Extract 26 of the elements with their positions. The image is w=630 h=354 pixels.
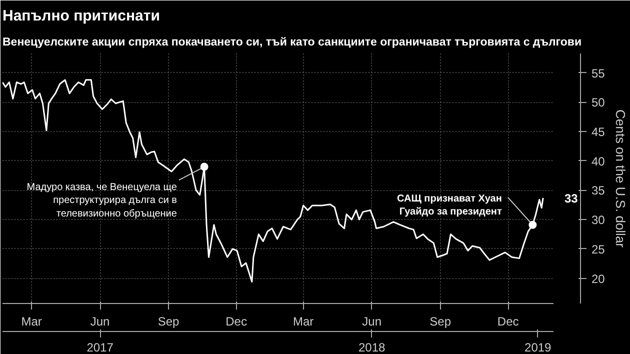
x2-tick-label: 2019 [524, 340, 552, 354]
chart-subtitle: Венецуелските акции спряха покачването си, тъй като санкциите ограничават търговията с дългови [2, 36, 582, 48]
x-tick-label: Sep [430, 314, 452, 328]
annotation: Мадуро казва, че Венецуела ще преструктурира дълга си в телевизионно обръщение [26, 182, 178, 220]
x-tick-label: Jun [90, 314, 110, 328]
annotation: САЩ признават Хуан Гуайдо за президент [397, 193, 502, 218]
x-tick-label: Dec [226, 314, 247, 328]
x2-tick-label: 2018 [358, 340, 386, 354]
x-tick-label: Mar [292, 314, 314, 328]
x2-tick-label: 2017 [86, 340, 114, 354]
x-tick-label: Dec [497, 314, 519, 328]
annotation: 33 [564, 191, 578, 206]
y-tick-label: 55 [592, 66, 606, 80]
y-tick-label: 45 [592, 125, 606, 140]
y-tick-label: 40 [592, 154, 606, 168]
y-tick-label: 50 [592, 96, 606, 110]
chart-title: Напълно притиснати [2, 8, 160, 24]
y-axis-title: Cents on the U.S. dollar [612, 109, 628, 248]
line-series [2, 79, 544, 283]
x-tick-label: Mar [21, 314, 42, 328]
y-tick-label: 25 [592, 242, 606, 256]
y-tick-label: 30 [592, 213, 606, 228]
y-tick-label: 35 [592, 184, 606, 198]
x-tick-label: Sep [158, 314, 180, 328]
x-tick-label: Jun [362, 314, 382, 328]
y-tick-label: 20 [592, 272, 606, 286]
